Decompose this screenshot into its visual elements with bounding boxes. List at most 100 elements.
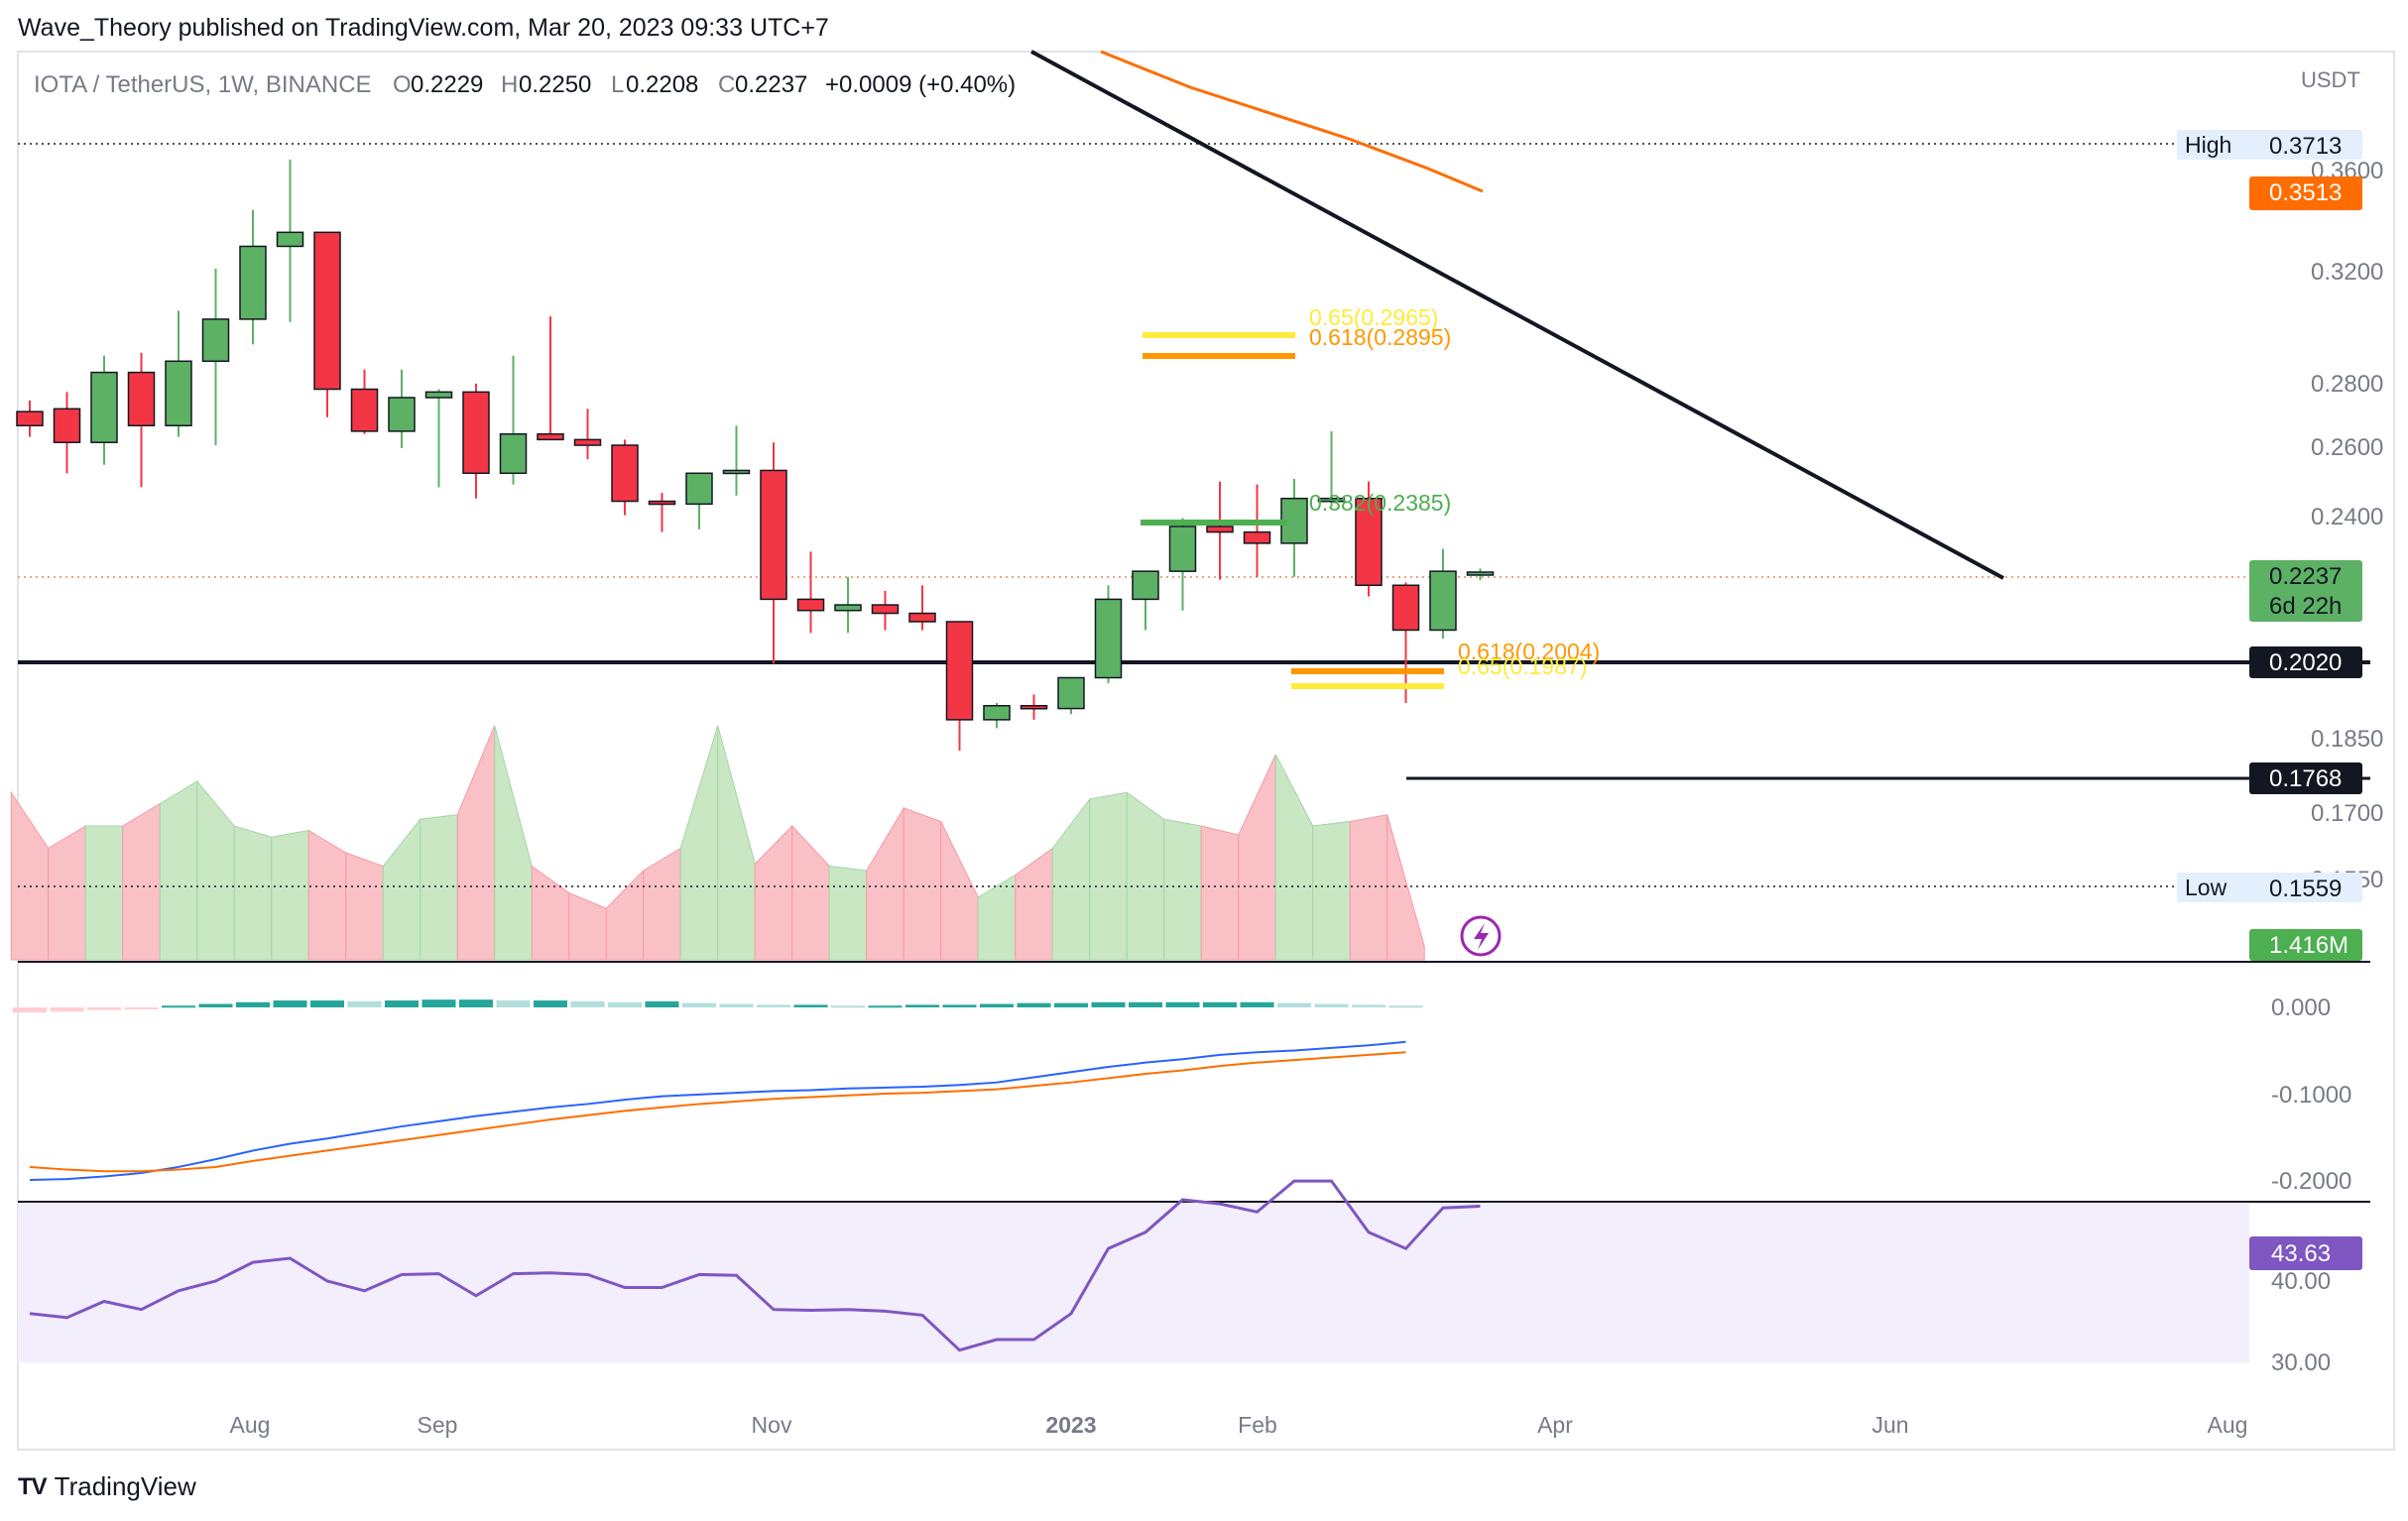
candle-body: [611, 444, 639, 503]
rsi-value-box: [2249, 1236, 2362, 1270]
price-label-tag: [2177, 130, 2258, 160]
candle-body: [201, 318, 230, 363]
candle: [53, 392, 81, 474]
volume-segment: [1349, 814, 1388, 961]
price-tick: 0.3200: [2311, 259, 2383, 286]
macd-histogram-bar: [905, 1004, 939, 1007]
macd-histogram-bar: [831, 1005, 865, 1008]
legend-h-value: 0.2250: [519, 71, 591, 98]
time-label: Feb: [1238, 1412, 1277, 1438]
price-tick: 0.2400: [2311, 504, 2383, 530]
candle-body: [424, 391, 453, 399]
candle: [350, 369, 379, 434]
volume-segment: [1126, 791, 1165, 961]
macd-histogram-bar: [385, 1000, 419, 1007]
currency-label: USDT: [2301, 67, 2360, 92]
volume-segment: [84, 825, 124, 961]
price-label-value: 0.2237: [2269, 563, 2342, 590]
candle-body: [834, 604, 862, 612]
candle-body: [945, 621, 974, 721]
macd-histogram-bar: [496, 1000, 531, 1007]
fib-levels: 0.65(0.2965)0.618(0.2895) 0.382(0.2385) 0.…: [1141, 304, 1600, 689]
time-label: Apr: [1537, 1412, 1573, 1438]
candle: [760, 442, 787, 664]
macd-histogram-bar: [719, 1003, 754, 1007]
volume-segment: [791, 824, 830, 961]
legend-c-value: 0.2237: [735, 71, 807, 98]
volume-segment: [1386, 814, 1425, 961]
candle-body: [462, 391, 490, 475]
macd-tick: 0.000: [2271, 994, 2331, 1021]
macd-line: [29, 1040, 1406, 1181]
legend-change: +0.0009 (+0.40%): [825, 71, 1016, 98]
volume-segment: [1051, 797, 1091, 961]
price-tick: 0.1700: [2311, 800, 2383, 827]
volume-segment: [345, 852, 384, 961]
price-label-value: 0.1559: [2269, 876, 2342, 902]
volume-segment: [1015, 847, 1053, 961]
volume-segment: [271, 829, 309, 961]
lightning-icon[interactable]: [1460, 915, 1502, 957]
candle: [573, 409, 602, 460]
tradingview-footer[interactable]: TV TradingView: [18, 1471, 196, 1502]
macd-histogram-bar: [534, 1000, 567, 1007]
candle-body: [537, 432, 564, 441]
macd-histogram-bar: [50, 1007, 84, 1012]
price-label-tag-text: High: [2185, 132, 2231, 158]
legend-o-value: 0.2229: [411, 71, 483, 98]
candle: [871, 590, 900, 631]
macd-histogram-bar: [310, 1000, 344, 1007]
volume-segment: [494, 725, 533, 961]
price-label-sub: 6d 22h: [2269, 593, 2342, 620]
volume-segment: [828, 865, 868, 961]
candle: [1429, 548, 1457, 639]
candle-body: [1168, 526, 1197, 572]
candle-body: [313, 231, 341, 391]
macd-histogram-bar: [1017, 1002, 1051, 1007]
price-label-value: 0.2020: [2269, 649, 2342, 676]
candle: [388, 369, 416, 448]
candle: [1466, 568, 1495, 581]
candle: [239, 209, 267, 345]
rsi-panel: 40.00 30.00: [29, 1179, 2331, 1376]
price-label-box: [2249, 929, 2362, 961]
candle: [1094, 585, 1123, 684]
fib-label: 0.618(0.2895): [1309, 324, 1451, 350]
candle: [1020, 694, 1048, 720]
price-tick: 0.1850: [2311, 726, 2383, 753]
candle-body: [1355, 497, 1383, 587]
legend-o-label: O: [393, 71, 412, 98]
volume-segment: [420, 814, 458, 961]
volume-segment: [307, 829, 347, 961]
candle-body: [499, 432, 528, 475]
candle-body: [796, 598, 825, 612]
fib-label: 0.65(0.2965): [1309, 304, 1438, 330]
volume-segment: [382, 817, 421, 961]
candle-body: [350, 388, 379, 432]
candle-body: [165, 360, 192, 427]
price-label-box: [2249, 176, 2362, 210]
volume-segment: [1274, 754, 1314, 961]
level-price-label: 0.2020: [2249, 646, 2362, 678]
fib-label: 0.382(0.2385): [1309, 490, 1451, 516]
macd-tick: -0.2000: [2271, 1168, 2351, 1195]
legend-l-label: L: [611, 71, 624, 98]
macd-histogram-bar: [1165, 1001, 1200, 1007]
candle: [313, 231, 341, 417]
macd-histogram-bar: [198, 1003, 233, 1007]
price-label-box: [2249, 560, 2362, 622]
candle: [834, 576, 862, 634]
candle: [1317, 430, 1346, 508]
candle-body: [16, 410, 44, 427]
macd-histogram-bar: [1240, 1001, 1274, 1007]
macd-histogram-bar: [1129, 1001, 1162, 1007]
volume-segment: [977, 874, 1017, 961]
macd-histogram-bar: [1277, 1002, 1311, 1007]
volume-segment: [1312, 820, 1351, 961]
drawing-lines: [18, 50, 2370, 887]
time-label: Aug: [230, 1412, 271, 1438]
panel-frames: [17, 51, 2395, 1451]
candle-body: [1243, 530, 1271, 544]
macd-histogram-bar: [608, 1001, 642, 1007]
